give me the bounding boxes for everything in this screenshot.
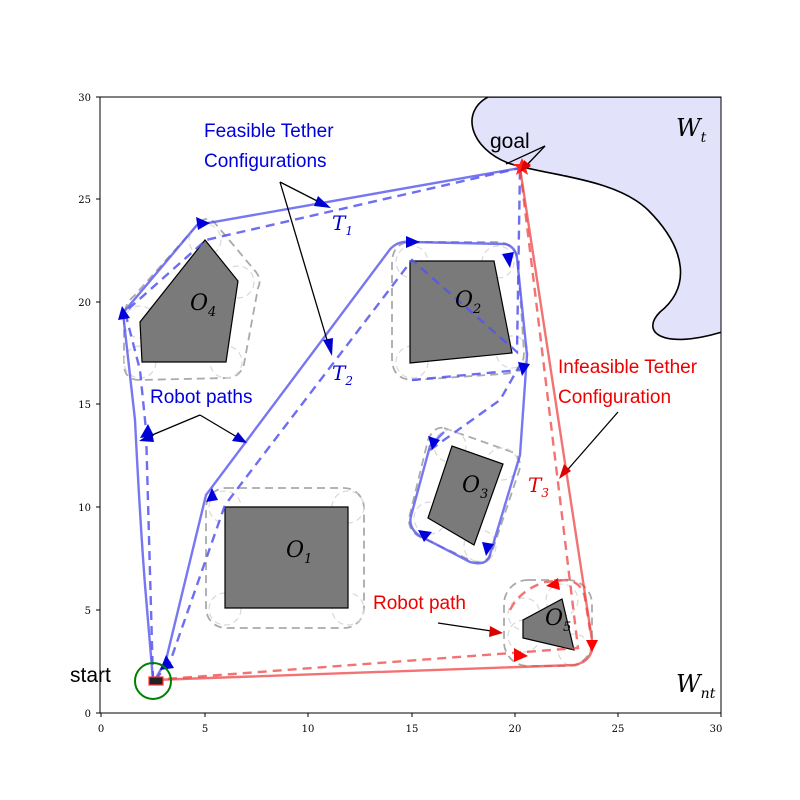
arrowhead (206, 488, 218, 502)
x-tick-labels: 0 5 10 15 20 25 30 (98, 724, 723, 735)
obstacle-4-label: O4 (190, 291, 216, 320)
infeasible-tether-label-line2: Configuration (558, 387, 671, 408)
tether-1 (123, 166, 521, 681)
x-tick-label: 20 (509, 724, 522, 735)
obstacle-5-label: O5 (545, 606, 571, 635)
obstacle-4 (139, 239, 239, 363)
x-tick-label: 25 (612, 724, 625, 735)
x-tick-label: 15 (406, 724, 419, 735)
x-tick-label: 0 (98, 724, 104, 735)
path-arrowheads (118, 217, 598, 670)
arrowhead (514, 648, 528, 662)
arrowhead (118, 306, 130, 320)
x-tick-label: 30 (710, 724, 723, 735)
arrowhead (428, 436, 440, 450)
obstacles-layer (139, 239, 575, 651)
robot-path-1 (121, 166, 521, 681)
arrowhead (160, 655, 174, 670)
goal-label: goal (490, 130, 530, 153)
tether-region-label: Wt (676, 114, 707, 146)
y-tick-label: 20 (78, 298, 91, 309)
arrowhead (406, 236, 420, 248)
y-tick-label: 10 (78, 503, 91, 514)
tether-3 (152, 167, 592, 682)
start-circle (134, 662, 172, 700)
robot-path-label: Robot path (373, 593, 466, 614)
robot-path-2 (153, 240, 529, 681)
tether-2-label: T2 (332, 361, 353, 388)
arrowhead (546, 578, 560, 590)
axis-ticks (96, 96, 722, 717)
arrowhead (418, 530, 432, 542)
feasible-tether-label-line1: Feasible Tether (204, 121, 334, 142)
y-tick-label: 15 (78, 400, 91, 411)
arrowhead (518, 362, 530, 376)
tether-3-label: T3 (528, 473, 549, 500)
y-tick-label: 0 (85, 709, 91, 720)
feasible-tether-label-line2: Configurations (204, 151, 327, 172)
obstacle-labels: O1 O2 O3 O4 O5 (190, 288, 571, 635)
y-tick-label: 30 (78, 93, 91, 104)
annotation-arrows (144, 145, 619, 633)
obstacle-3-buffer (408, 426, 521, 563)
arrowhead (502, 252, 514, 268)
tether-1-label: T1 (332, 211, 353, 238)
obstacle-5 (522, 598, 575, 651)
robot-paths-label: Robot paths (150, 387, 252, 408)
annotation-arrowheads (139, 160, 571, 637)
obstacle-3-label: O3 (462, 473, 488, 502)
arrowhead (482, 542, 494, 556)
non-tether-region-label: Wnt (676, 670, 716, 702)
obstacle-1-buffer (205, 487, 365, 629)
x-tick-label: 10 (302, 724, 315, 735)
arrowhead (586, 640, 598, 652)
start-label: start (70, 664, 111, 687)
obstacle-1-label: O1 (286, 538, 312, 567)
robot-icon (148, 676, 164, 686)
obstacle-2-label: O2 (455, 288, 481, 317)
y-tick-label: 5 (85, 606, 91, 617)
y-tick-labels: 0 5 10 15 20 25 30 (78, 93, 91, 720)
obstacle-3 (427, 445, 504, 546)
infeasible-tether-label-line1: Infeasible Tether (558, 357, 698, 378)
arrowhead (196, 217, 210, 230)
obstacle-2 (409, 260, 513, 364)
x-tick-label: 5 (202, 724, 208, 735)
plot-area (99, 96, 722, 714)
y-tick-label: 25 (78, 195, 91, 206)
obstacle-1 (224, 506, 349, 609)
